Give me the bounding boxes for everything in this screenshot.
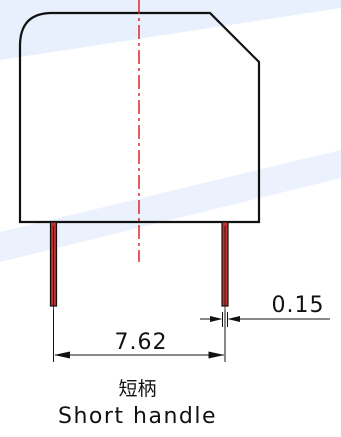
pitch-arrow-left (54, 351, 70, 359)
component-body (18, 11, 261, 224)
watermark-band-top (0, 0, 341, 60)
watermark-band-bottom (0, 150, 341, 262)
caption-english: Short handle (57, 404, 217, 429)
pitch-dimension-text: 7.62 (115, 330, 168, 355)
pin-width-dimension-text: 0.15 (272, 293, 325, 318)
pitch-arrow-right (208, 351, 225, 359)
pin-width-arrow-left (210, 316, 223, 322)
caption-chinese: 短柄 (118, 378, 157, 400)
